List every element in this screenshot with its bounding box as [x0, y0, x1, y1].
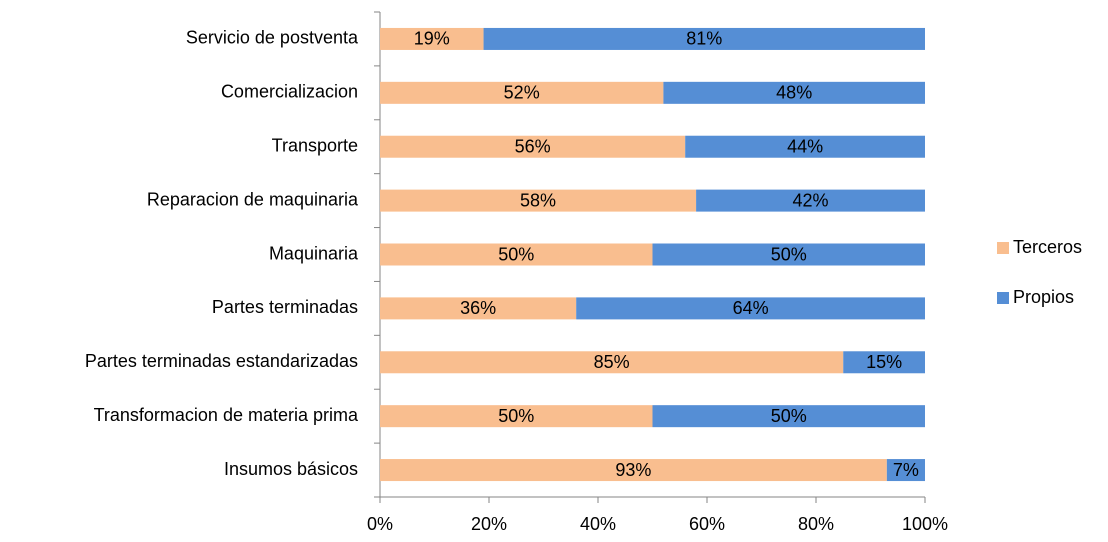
legend-label: Propios — [1013, 287, 1074, 307]
data-label: 52% — [504, 83, 540, 103]
y-tick-label: Transporte — [272, 135, 358, 155]
bar-segment — [576, 297, 925, 320]
y-tick-label: Transformacion de materia prima — [94, 405, 359, 425]
x-tick-label: 80% — [798, 514, 834, 534]
bar-segment — [380, 243, 653, 266]
bar-segment — [652, 243, 925, 266]
bar-segment — [380, 351, 844, 374]
bar-segment — [380, 27, 484, 50]
bar-segment — [886, 459, 925, 482]
bar-segment — [483, 27, 925, 50]
y-tick-label: Insumos básicos — [224, 459, 358, 479]
data-label: 58% — [520, 190, 556, 210]
data-label: 50% — [771, 406, 807, 426]
y-tick-label: Reparacion de maquinaria — [147, 189, 359, 209]
bar-segment — [663, 81, 925, 104]
bar-segment — [696, 189, 925, 212]
data-label: 19% — [414, 29, 450, 49]
bar-segment — [380, 81, 664, 104]
legend-swatch — [997, 242, 1009, 254]
y-tick-label: Comercializacion — [221, 82, 358, 102]
data-label: 15% — [866, 352, 902, 372]
bar-segment — [652, 405, 925, 428]
data-label: 93% — [615, 460, 651, 480]
data-label: 56% — [515, 136, 551, 156]
x-tick-label: 40% — [580, 514, 616, 534]
data-label: 85% — [594, 352, 630, 372]
bar-segment — [380, 405, 653, 428]
data-label: 42% — [793, 190, 829, 210]
bar-segment — [685, 135, 925, 158]
bar-segment — [380, 189, 697, 212]
data-label: 81% — [686, 29, 722, 49]
data-label: 7% — [893, 460, 919, 480]
data-label: 36% — [460, 298, 496, 318]
data-label: 50% — [771, 244, 807, 264]
data-label: 50% — [498, 244, 534, 264]
x-tick-label: 0% — [367, 514, 393, 534]
bar-segment — [380, 135, 686, 158]
x-tick-label: 100% — [902, 514, 948, 534]
y-tick-label: Servicio de postventa — [186, 28, 359, 48]
data-label: 50% — [498, 406, 534, 426]
data-label: 64% — [733, 298, 769, 318]
data-label: 44% — [787, 136, 823, 156]
y-tick-label: Partes terminadas estandarizadas — [85, 351, 358, 371]
legend-swatch — [997, 292, 1009, 304]
x-tick-label: 20% — [471, 514, 507, 534]
y-tick-label: Maquinaria — [269, 243, 359, 263]
legend-label: Terceros — [1013, 237, 1082, 257]
y-tick-label: Partes terminadas — [212, 297, 358, 317]
bar-segment — [380, 297, 577, 320]
x-tick-label: 60% — [689, 514, 725, 534]
data-label: 48% — [776, 83, 812, 103]
bar-segment — [843, 351, 925, 374]
bar-segment — [380, 459, 887, 482]
